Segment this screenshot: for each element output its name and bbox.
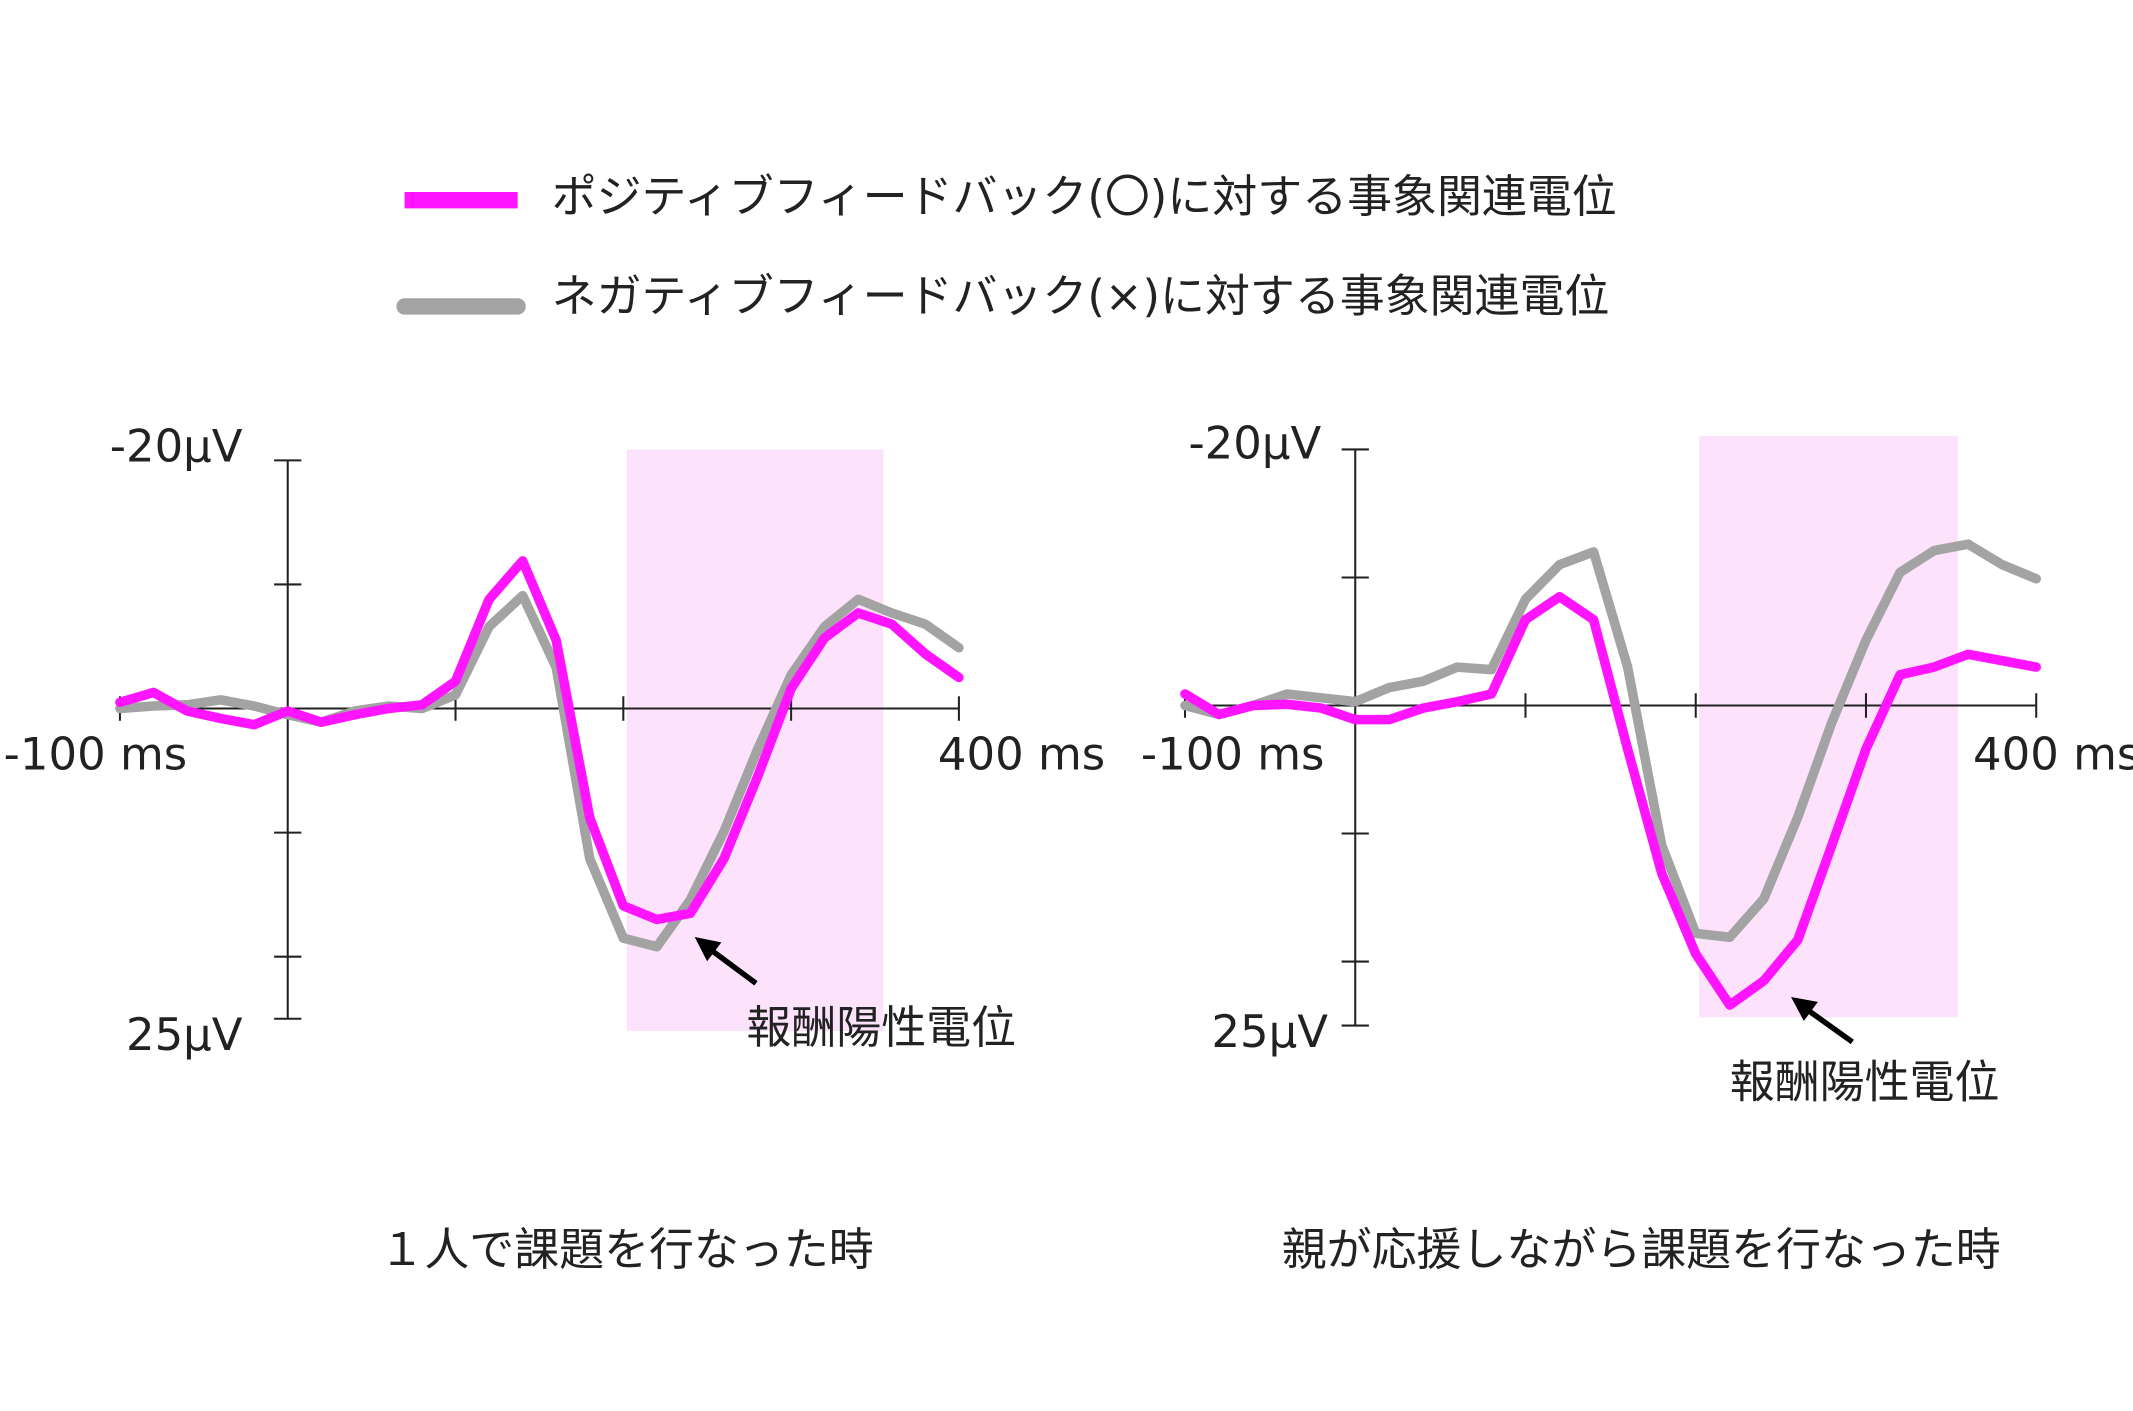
x-tick-label: -100 ms (1141, 727, 1324, 780)
annotation: 報酬陽性電位 (1730, 1055, 2000, 1108)
x-tick-label: 400 ms (1973, 727, 2133, 780)
legend-label: ポジティブフィードバック(〇)に対する事象関連電位 (552, 170, 1617, 223)
y-tick-label: -20µV (110, 419, 243, 472)
annotation: 報酬陽性電位 (746, 1001, 1016, 1054)
annotation-arrow (706, 945, 758, 986)
x-tick-label: 400 ms (938, 727, 1105, 780)
series-line (1180, 591, 2041, 1010)
highlight-region (626, 449, 884, 1032)
x-tick-label: -100 ms (4, 727, 187, 780)
series-line (1180, 539, 2041, 942)
chart-subtitle: １人で課題を行なった時 (379, 1223, 873, 1276)
legend-label: ネガティブフィードバック(×)に対する事象関連電位 (552, 270, 1610, 323)
series-line (115, 556, 964, 925)
series-line (115, 590, 964, 952)
arrow-head (1791, 996, 1818, 1022)
chart-subtitle: 親が応援しながら課題を行なった時 (1282, 1223, 2001, 1276)
arrow-head (694, 937, 722, 962)
y-tick-label: 25µV (1211, 1005, 1328, 1058)
y-tick-label: 25µV (126, 1008, 243, 1061)
annotation-arrow (1803, 1005, 1854, 1045)
y-tick-label: -20µV (1188, 417, 1321, 470)
